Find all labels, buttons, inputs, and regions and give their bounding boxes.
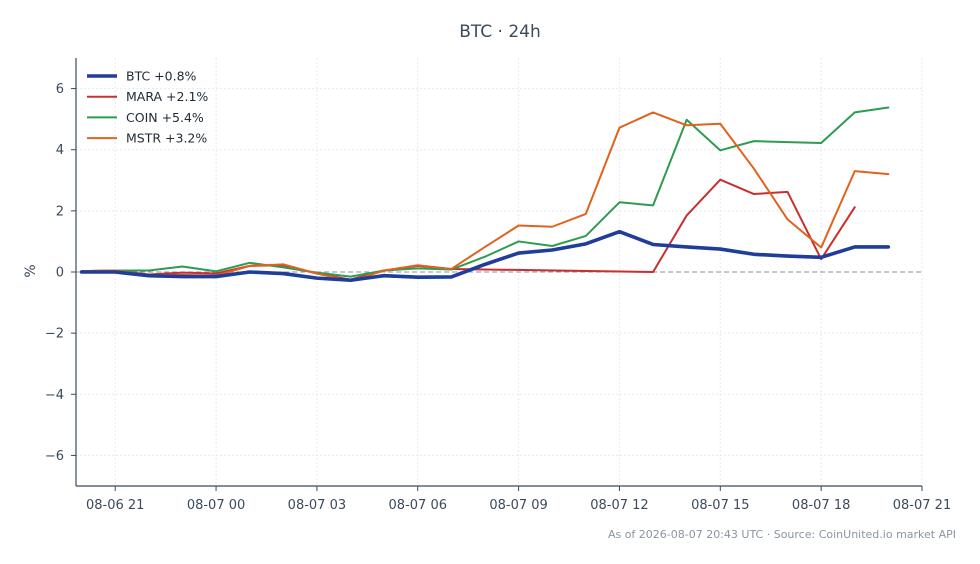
source-footer: As of 2026-08-07 20:43 UTC · Source: Coi… — [608, 528, 956, 541]
x-tick-label: 08-07 21 — [893, 498, 951, 513]
y-tick-label: 4 — [56, 143, 64, 158]
y-tick-label: 6 — [56, 82, 64, 97]
series-line-coin — [80, 106, 890, 278]
legend-label: MSTR +3.2% — [126, 131, 207, 146]
x-tick-label: 08-07 18 — [792, 498, 850, 513]
x-tick-label: 08-07 06 — [389, 498, 447, 513]
x-ticks: 08-06 21 08-07 00 08-07 03 08-07 06 08-07 09… — [86, 486, 951, 513]
y-axis-label: % — [23, 264, 39, 277]
x-tick-label: 08-07 12 — [590, 498, 648, 513]
x-tick-label: 08-07 03 — [288, 498, 346, 513]
y-tick-label: −6 — [45, 449, 64, 464]
legend-label: COIN +5.4% — [126, 110, 204, 125]
x-tick-label: 08-07 09 — [489, 498, 547, 513]
series-line-mara — [80, 178, 856, 281]
x-tick-label: 08-06 21 — [86, 498, 144, 513]
y-tick-label: −2 — [45, 327, 64, 342]
y-tick-label: 2 — [56, 204, 64, 219]
legend-label: MARA +2.1% — [126, 89, 208, 104]
y-tick-label: 0 — [56, 266, 64, 281]
x-tick-label: 08-07 00 — [187, 498, 245, 513]
legend: BTC +0.8% MARA +2.1% COIN +5.4% MSTR +3.2% — [87, 69, 208, 146]
x-tick-label: 08-07 15 — [691, 498, 749, 513]
legend-label: BTC +0.8% — [126, 69, 197, 84]
y-tick-label: −4 — [45, 388, 64, 403]
y-ticks: −6 −4 −2 0 2 4 6 — [45, 82, 76, 464]
series-layer — [79, 106, 891, 283]
chart-title: BTC · 24h — [459, 22, 541, 42]
series-line-btc — [79, 229, 891, 283]
